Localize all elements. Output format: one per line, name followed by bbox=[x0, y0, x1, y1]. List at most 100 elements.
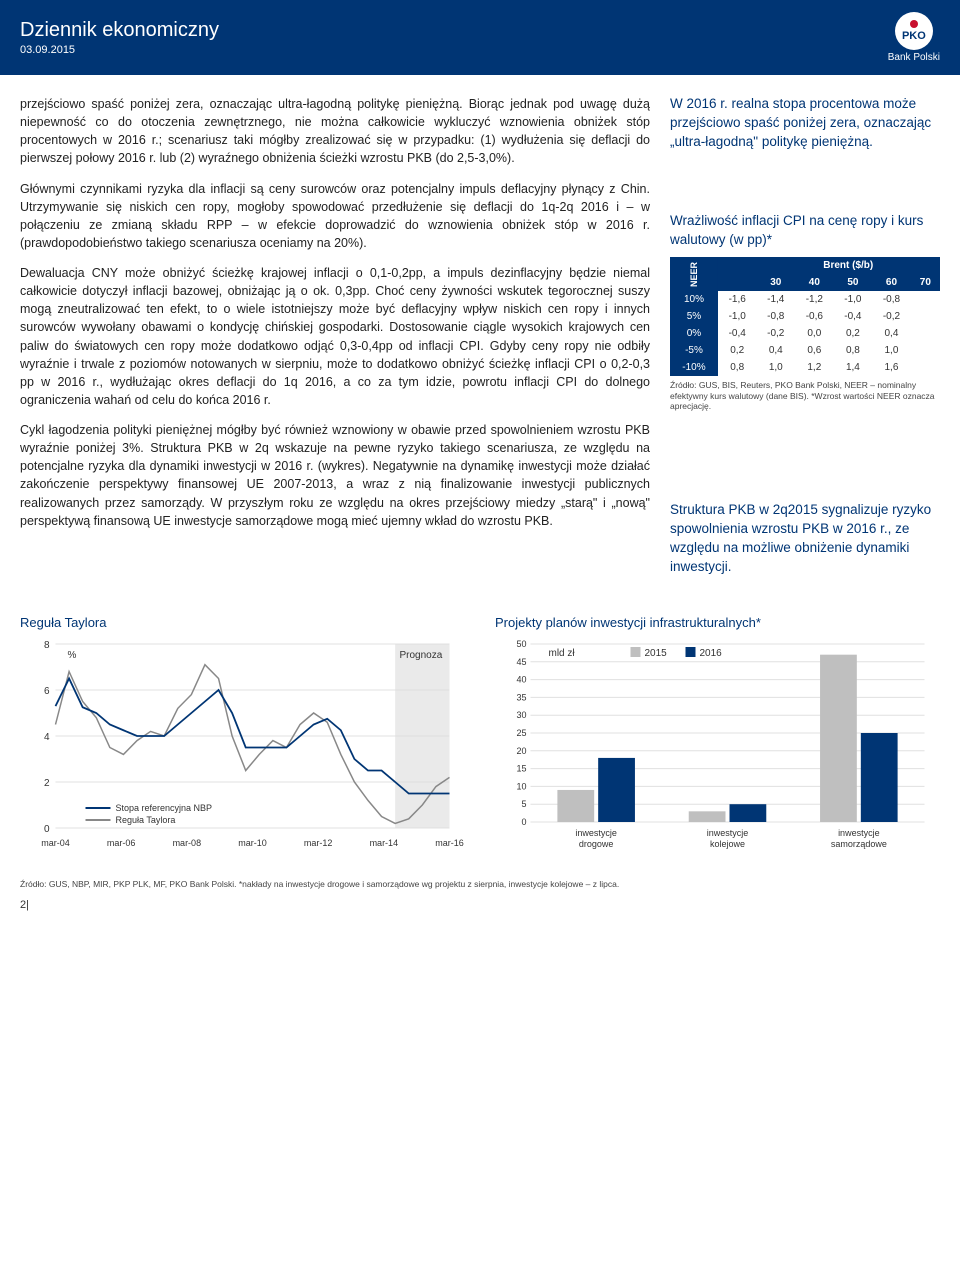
svg-text:0: 0 bbox=[521, 817, 526, 827]
table-cell: 0,8 bbox=[834, 342, 873, 359]
report-title: Dziennik ekonomiczny bbox=[20, 19, 219, 42]
table-cell: -0,8 bbox=[756, 308, 795, 325]
svg-text:0: 0 bbox=[44, 824, 50, 835]
table-cell: 0,2 bbox=[834, 325, 873, 342]
logo-pko-text: PKO bbox=[902, 30, 926, 42]
svg-text:mar-16: mar-16 bbox=[435, 838, 464, 848]
svg-text:25: 25 bbox=[516, 728, 526, 738]
table-footnote: Źródło: GUS, BIS, Reuters, PKO Bank Pols… bbox=[670, 380, 940, 411]
row-hdr: -5% bbox=[670, 342, 718, 359]
svg-text:%: % bbox=[68, 650, 77, 661]
row-hdr: 0% bbox=[670, 325, 718, 342]
svg-text:8: 8 bbox=[44, 640, 50, 651]
table-cell: 0,4 bbox=[872, 325, 911, 342]
row-hdr: 10% bbox=[670, 291, 718, 308]
table-cell: 1,4 bbox=[834, 359, 873, 376]
invest-chart-title: Projekty planów inwestycji infrastruktur… bbox=[495, 615, 940, 630]
svg-text:inwestycje: inwestycje bbox=[575, 828, 617, 838]
sensitivity-table: NEER Brent ($/b) 30 40 50 60 70 10%-1,6-… bbox=[670, 257, 940, 376]
table-cell: 0,2 bbox=[718, 342, 757, 359]
svg-text:inwestycje: inwestycje bbox=[838, 828, 880, 838]
main-column: przejściowo spaść poniżej zera, oznaczaj… bbox=[20, 95, 650, 585]
col-50: 50 bbox=[834, 274, 873, 291]
svg-text:Reguła Taylora: Reguła Taylora bbox=[116, 815, 176, 825]
table-cell: -0,6 bbox=[795, 308, 834, 325]
table-cell: -0,4 bbox=[834, 308, 873, 325]
svg-text:Stopa referencyjna NBP: Stopa referencyjna NBP bbox=[116, 803, 213, 813]
svg-text:4: 4 bbox=[44, 732, 50, 743]
table-cell: 0,0 bbox=[795, 325, 834, 342]
header-left: Dziennik ekonomiczny 03.09.2015 bbox=[20, 19, 219, 56]
svg-text:samorządowe: samorządowe bbox=[831, 839, 887, 849]
table-cell: -1,6 bbox=[718, 291, 757, 308]
logo-circle-icon: PKO bbox=[895, 12, 933, 50]
table-cell: 0,6 bbox=[795, 342, 834, 359]
svg-text:40: 40 bbox=[516, 674, 526, 684]
svg-text:kolejowe: kolejowe bbox=[710, 839, 745, 849]
page-number: 2| bbox=[0, 899, 960, 921]
taylor-chart-title: Reguła Taylora bbox=[20, 615, 465, 630]
neer-axis-label: NEER bbox=[670, 257, 718, 291]
table-cell: 1,6 bbox=[872, 359, 911, 376]
svg-text:mar-04: mar-04 bbox=[41, 838, 70, 848]
table-corner bbox=[718, 257, 757, 274]
side-column: W 2016 r. realna stopa procentowa może p… bbox=[670, 95, 940, 585]
side-note-3: Struktura PKB w 2q2015 sygnalizuje ryzyk… bbox=[670, 501, 940, 577]
table-cell: 0,4 bbox=[756, 342, 795, 359]
paragraph-2: Głównymi czynnikami ryzyka dla inflacji … bbox=[20, 180, 650, 253]
svg-text:2: 2 bbox=[44, 778, 50, 789]
table-cell: -1,2 bbox=[795, 291, 834, 308]
table-cell: -1,0 bbox=[718, 308, 757, 325]
col-30: 30 bbox=[756, 274, 795, 291]
bank-name: Bank Polski bbox=[888, 52, 940, 63]
table-cell: -0,2 bbox=[872, 308, 911, 325]
brent-header: Brent ($/b) bbox=[756, 257, 940, 274]
svg-text:Prognoza: Prognoza bbox=[400, 650, 443, 661]
svg-text:inwestycje: inwestycje bbox=[707, 828, 749, 838]
svg-text:15: 15 bbox=[516, 763, 526, 773]
taylor-chart-box: Reguła Taylora 0 2 4 6 8 mar-04 mar-06 mar-08 ma… bbox=[20, 615, 465, 859]
svg-text:35: 35 bbox=[516, 692, 526, 702]
svg-text:mar-10: mar-10 bbox=[238, 838, 267, 848]
table-cell: 1,0 bbox=[872, 342, 911, 359]
col-60: 60 bbox=[872, 274, 911, 291]
table-cell: -1,0 bbox=[834, 291, 873, 308]
invest-chart-svg: 05101520253035404550inwestycjedrogoweinw… bbox=[495, 636, 940, 856]
svg-text:50: 50 bbox=[516, 639, 526, 649]
table-cell: -0,2 bbox=[756, 325, 795, 342]
svg-text:30: 30 bbox=[516, 710, 526, 720]
blank-col bbox=[718, 274, 757, 291]
svg-text:mar-12: mar-12 bbox=[304, 838, 333, 848]
col-40: 40 bbox=[795, 274, 834, 291]
content-area: przejściowo spaść poniżej zera, oznaczaj… bbox=[0, 75, 960, 605]
svg-text:2016: 2016 bbox=[700, 648, 723, 659]
logo-dot-icon bbox=[910, 20, 918, 28]
report-date: 03.09.2015 bbox=[20, 44, 219, 56]
table-cell: 1,0 bbox=[756, 359, 795, 376]
svg-text:6: 6 bbox=[44, 686, 50, 697]
paragraph-3: Dewaluacja CNY może obniżyć ścieżkę kraj… bbox=[20, 264, 650, 409]
svg-text:mar-08: mar-08 bbox=[173, 838, 202, 848]
table-cell: 1,2 bbox=[795, 359, 834, 376]
paragraph-4: Cykl łagodzenia polityki pieniężnej mógł… bbox=[20, 421, 650, 530]
svg-text:2015: 2015 bbox=[645, 648, 668, 659]
table-cell: 0,8 bbox=[718, 359, 757, 376]
row-hdr: -10% bbox=[670, 359, 718, 376]
header-bar: Dziennik ekonomiczny 03.09.2015 PKO Bank… bbox=[0, 0, 960, 75]
paragraph-1: przejściowo spaść poniżej zera, oznaczaj… bbox=[20, 95, 650, 168]
taylor-chart-svg: 0 2 4 6 8 mar-04 mar-06 mar-08 mar-10 mar-12 mar-1… bbox=[20, 636, 465, 856]
col-70: 70 bbox=[911, 274, 940, 291]
charts-footnote: Źródło: GUS, NBP, MIR, PKP PLK, MF, PKO … bbox=[0, 879, 960, 899]
row-hdr: 5% bbox=[670, 308, 718, 325]
invest-chart-box: Projekty planów inwestycji infrastruktur… bbox=[495, 615, 940, 859]
svg-text:45: 45 bbox=[516, 656, 526, 666]
table-cell: -0,4 bbox=[718, 325, 757, 342]
charts-row: Reguła Taylora 0 2 4 6 8 mar-04 mar-06 mar-08 ma… bbox=[0, 605, 960, 879]
svg-text:mar-06: mar-06 bbox=[107, 838, 136, 848]
side-note-2: Wrażliwość inflacji CPI na cenę ropy i k… bbox=[670, 212, 940, 250]
svg-text:drogowe: drogowe bbox=[579, 839, 614, 849]
svg-text:5: 5 bbox=[521, 799, 526, 809]
table-cell: -1,4 bbox=[756, 291, 795, 308]
bank-logo: PKO Bank Polski bbox=[888, 12, 940, 63]
svg-text:20: 20 bbox=[516, 745, 526, 755]
